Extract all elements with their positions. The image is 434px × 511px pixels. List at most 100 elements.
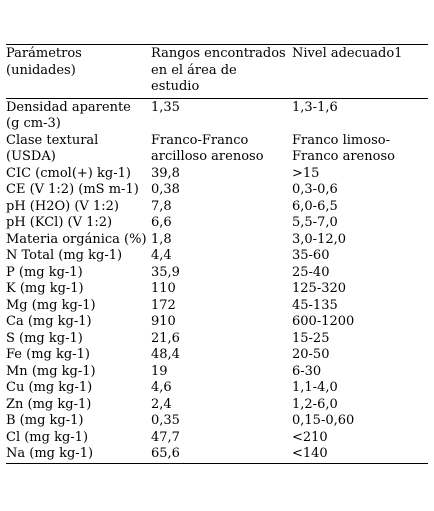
table-row: P (mg kg-1) 35,9 25-40 [6,265,428,282]
adequate-level-cell-text: 125-320 [292,281,347,296]
found-range-cell-text: 910 [151,314,176,329]
table-row: K (mg kg-1) 110 125-320 [6,281,428,298]
parameter-cell-text: Fe (mg kg-1) [6,347,90,362]
header-parameters-label: Parámetros (unidades) [6,46,82,78]
adequate-level-cell: 6-30 [292,364,428,381]
parameter-cell: Materia orgánica (%) [6,232,151,249]
parameter-cell: N Total (mg kg-1) [6,248,151,265]
table-row: Cu (mg kg-1) 4,6 1,1-4,0 [6,380,428,397]
parameter-cell: pH (H2O) (V 1:2) [6,199,151,216]
adequate-level-cell: 125-320 [292,281,428,298]
parameter-cell: Na (mg kg-1) [6,446,151,464]
parameter-cell-text: N Total (mg kg-1) [6,248,123,263]
found-range-cell-text: 2,4 [151,396,172,412]
table-row: N Total (mg kg-1) 4,4 35-60 [6,248,428,265]
adequate-level-cell-text: 3,0-12,0 [292,231,347,247]
adequate-level-cell-text: 6,0-6,5 [292,198,338,214]
table-row: Mg (mg kg-1) 172 45-135 [6,298,428,315]
parameter-cell-text: Cl (mg kg-1) [6,429,89,445]
table-row: CIC (cmol(+) kg-1) 39,8 >15 [6,166,428,183]
found-range-cell-text: 1,35 [151,99,180,115]
adequate-level-cell-text: Franco limoso-Franco arenoso [292,132,395,165]
found-range-cell-text: 6,6 [151,215,172,230]
parameter-cell-text: Mg (mg kg-1) [6,297,96,313]
adequate-level-cell: 6,0-6,5 [292,199,428,216]
parameter-cell: Mn (mg kg-1) [6,364,151,381]
table-row: Mn (mg kg-1) 19 6-30 [6,364,428,381]
found-range-cell-text: 4,4 [151,248,172,263]
parameter-cell-text: pH (KCl) (V 1:2) [6,215,113,230]
adequate-level-cell: <210 [292,430,428,447]
parameter-cell: Fe (mg kg-1) [6,347,151,364]
adequate-level-cell: 25-40 [292,265,428,282]
found-range-cell: Franco-Franco arcilloso arenoso [151,133,292,166]
parameter-cell-text: P (mg kg-1) [6,264,83,280]
parameter-cell: pH (KCl) (V 1:2) [6,215,151,232]
table-row: Na (mg kg-1) 65,6 <140 [6,446,428,464]
found-range-cell-text: 110 [151,281,176,296]
parameter-cell: Densidad aparente (g cm-3) [6,98,151,133]
found-range-cell-text: 65,6 [151,446,180,461]
parameter-cell-text: Materia orgánica (%) [6,231,147,247]
table-row: CE (V 1:2) (mS m-1) 0,38 0,3-0,6 [6,182,428,199]
table-row: S (mg kg-1) 21,6 15-25 [6,331,428,348]
parameter-cell-text: K (mg kg-1) [6,281,84,296]
found-range-cell: 35,9 [151,265,292,282]
adequate-level-cell-text: 6-30 [292,363,322,379]
header-ranges-label: Rangos encontrados en el área de estudio [151,46,286,94]
parameter-cell-text: Mn (mg kg-1) [6,363,96,379]
adequate-level-cell-text: 5,5-7,0 [292,215,338,230]
found-range-cell: 7,8 [151,199,292,216]
table-row: Ca (mg kg-1) 910 600-1200 [6,314,428,331]
adequate-level-cell: 3,0-12,0 [292,232,428,249]
adequate-level-cell: 0,3-0,6 [292,182,428,199]
found-range-cell: 172 [151,298,292,315]
found-range-cell: 110 [151,281,292,298]
table-row: Cl (mg kg-1) 47,7 <210 [6,430,428,447]
table-row: Clase textural (USDA) Franco-Franco arcil… [6,133,428,166]
found-range-cell: 19 [151,364,292,381]
adequate-level-cell-text: 1,2-6,0 [292,396,338,412]
header-ranges: Rangos encontrados en el área de estudio [151,44,292,99]
parameter-cell: S (mg kg-1) [6,331,151,348]
found-range-cell: 4,6 [151,380,292,397]
found-range-cell-text: 4,6 [151,380,172,395]
adequate-level-cell-text: 600-1200 [292,314,355,329]
parameter-cell-text: CE (V 1:2) (mS m-1) [6,182,139,197]
table-row: Fe (mg kg-1) 48,4 20-50 [6,347,428,364]
parameter-cell: Mg (mg kg-1) [6,298,151,315]
header-adequate-level: Nivel adecuado1 [292,44,428,99]
parameter-cell-text: Zn (mg kg-1) [6,396,92,412]
found-range-cell: 47,7 [151,430,292,447]
parameter-cell: B (mg kg-1) [6,413,151,430]
found-range-cell: 0,38 [151,182,292,199]
adequate-level-cell-text: 45-135 [292,297,338,313]
found-range-cell-text: 7,8 [151,198,172,214]
parameter-cell-text: Cu (mg kg-1) [6,380,93,395]
parameter-cell: Cl (mg kg-1) [6,430,151,447]
table-row: Densidad aparente (g cm-3) 1,35 1,3-1,6 [6,98,428,133]
adequate-level-cell: 1,3-1,6 [292,98,428,133]
adequate-level-cell-text: 1,3-1,6 [292,99,338,115]
found-range-cell: 910 [151,314,292,331]
found-range-cell-text: 48,4 [151,347,180,362]
adequate-level-cell-text: 1,1-4,0 [292,380,338,395]
header-adequate-level-label: Nivel adecuado1 [292,46,403,61]
table-row: B (mg kg-1) 0,35 0,15-0,60 [6,413,428,430]
parameter-cell-text: Densidad aparente (g cm-3) [6,99,131,132]
parameter-cell: Cu (mg kg-1) [6,380,151,397]
found-range-cell-text: 172 [151,297,176,313]
found-range-cell: 1,8 [151,232,292,249]
table-row: Zn (mg kg-1) 2,4 1,2-6,0 [6,397,428,414]
adequate-level-cell: 1,1-4,0 [292,380,428,397]
found-range-cell-text: 0,38 [151,182,180,197]
parameter-cell-text: Ca (mg kg-1) [6,314,92,329]
found-range-cell-text: 35,9 [151,264,180,280]
adequate-level-cell: 1,2-6,0 [292,397,428,414]
table-header: Parámetros (unidades) Rangos encontrados… [6,44,428,99]
found-range-cell: 39,8 [151,166,292,183]
parameter-cell: CE (V 1:2) (mS m-1) [6,182,151,199]
parameter-cell-text: Clase textural (USDA) [6,132,99,165]
found-range-cell-text: 1,8 [151,231,172,247]
adequate-level-cell-text: <210 [292,429,328,445]
